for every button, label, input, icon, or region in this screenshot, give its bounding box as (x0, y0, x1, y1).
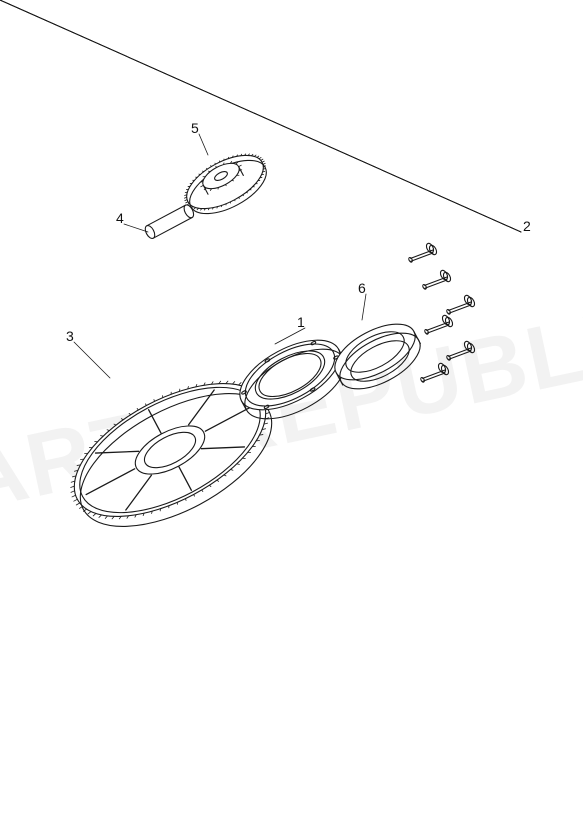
exploded-diagram (0, 0, 583, 824)
callout-1: 1 (297, 314, 305, 330)
callout-5: 5 (191, 120, 199, 136)
callout-2: 2 (523, 218, 531, 234)
callout-6: 6 (358, 280, 366, 296)
callout-3: 3 (66, 328, 74, 344)
callout-4: 4 (116, 210, 124, 226)
